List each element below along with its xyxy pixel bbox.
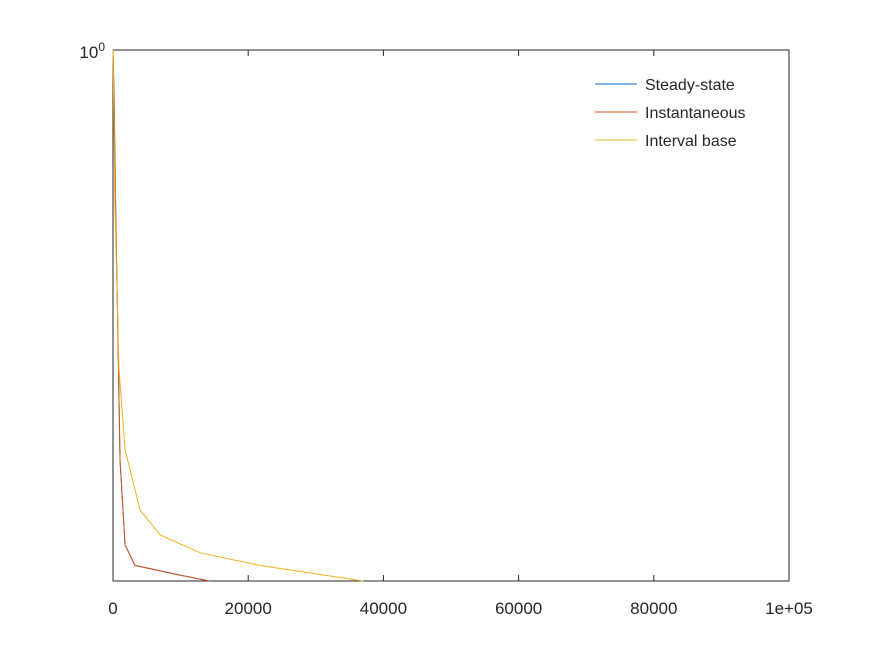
line [112,49,364,582]
plot-area [112,49,790,582]
line [112,49,210,582]
legend-label: Steady-state [645,77,735,94]
legend-label: Interval base [645,133,737,150]
legend: Steady-state Instantaneous Interval base [595,77,746,150]
x-tick-label: 1e+05 [765,599,813,618]
x-tick-label: 40000 [360,599,407,618]
x-tick-label: 60000 [495,599,542,618]
x-tick-label: 80000 [630,599,677,618]
y-tick-label: 100 [79,40,105,62]
x-tick-label: 20000 [225,599,272,618]
x-tick-label: 0 [108,599,117,618]
legend-label: Instantaneous [645,105,746,122]
